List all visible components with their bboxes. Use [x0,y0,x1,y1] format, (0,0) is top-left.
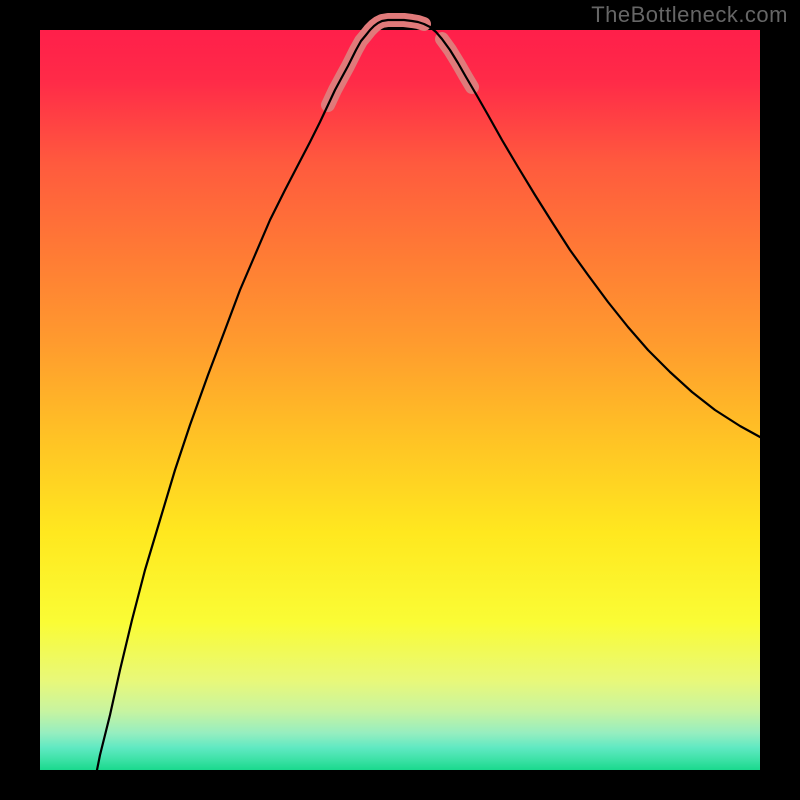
chart-container: TheBottleneck.com [0,0,800,800]
bottleneck-chart [0,0,800,800]
plot-background [40,30,760,770]
